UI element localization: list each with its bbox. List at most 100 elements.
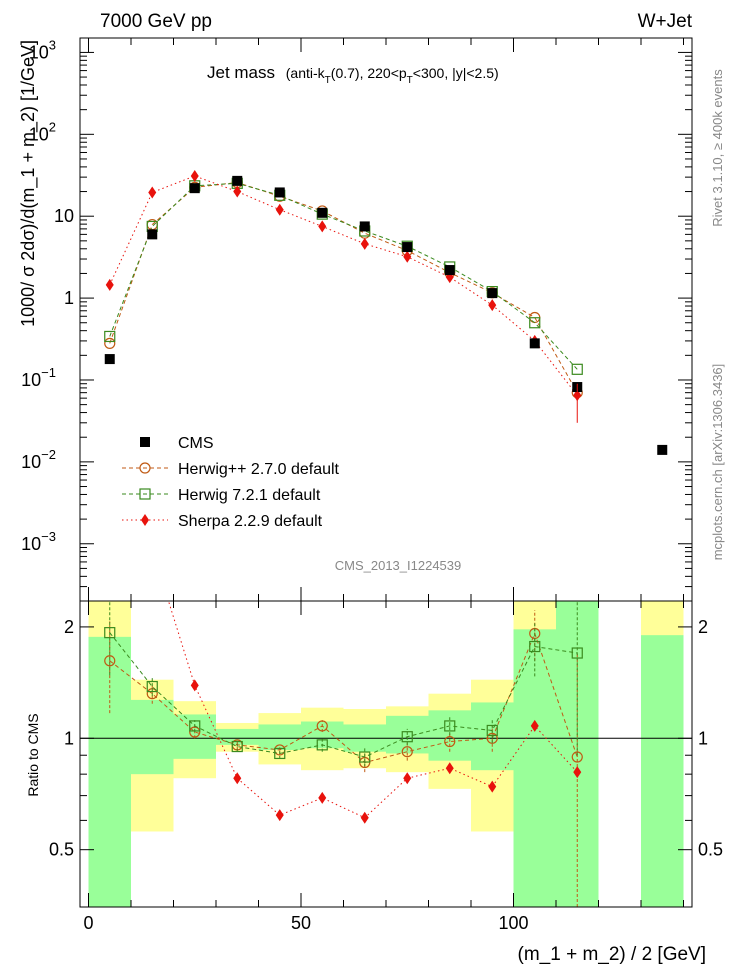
inner-band xyxy=(131,699,174,775)
y-tick-exponent: 3 xyxy=(49,37,56,52)
legend-marker xyxy=(139,488,151,500)
y-tick-label: 1 xyxy=(64,288,74,308)
data-point xyxy=(402,242,413,253)
legend-label: Herwig 7.2.1 default xyxy=(178,487,321,504)
header-left: 7000 GeV pp xyxy=(100,11,212,32)
ratio-y-axis-label: Ratio to CMS xyxy=(25,713,41,796)
ratio-plot-area xyxy=(80,601,692,907)
x-tick-label: 0 xyxy=(83,913,93,933)
ratio-point xyxy=(189,720,201,732)
ratio-point xyxy=(488,780,497,793)
y-tick-label: 10 xyxy=(54,206,74,226)
plot-title-detail-b: (0.7), 220<p xyxy=(331,65,407,81)
legend-label: Herwig++ 2.7.0 default xyxy=(178,461,340,478)
ratio-point xyxy=(316,720,328,732)
x-tick-label: 50 xyxy=(291,913,311,933)
watermark: CMS_2013_I1224539 xyxy=(335,558,462,573)
rivet-version: Rivet 3.1.10, ≥ 400k events xyxy=(710,69,725,227)
series-point xyxy=(403,250,412,263)
ratio-point xyxy=(573,766,582,779)
legend-marker xyxy=(139,462,151,474)
legend-label: Sherpa 2.2.9 default xyxy=(178,513,323,530)
data-point xyxy=(189,183,200,194)
series-point xyxy=(105,278,114,291)
series-point xyxy=(529,317,541,329)
main-frame xyxy=(79,37,693,602)
x-tick-label: 100 xyxy=(498,913,528,933)
ratio-point xyxy=(486,732,498,744)
ratio-point xyxy=(401,731,413,743)
ratio-point xyxy=(444,735,456,748)
data-point xyxy=(317,207,328,218)
ratio-tick-label: 1 xyxy=(64,728,74,748)
data-point xyxy=(147,229,158,240)
ratio-series xyxy=(104,601,583,907)
plot-title-main: Jet mass xyxy=(207,63,275,82)
series-point xyxy=(233,185,242,198)
data-point xyxy=(359,221,370,232)
ratio-tick-label: 0.5 xyxy=(49,840,74,860)
plot-title-sub1: T xyxy=(325,75,331,86)
x-axis-label: (m_1 + m_2) / 2 [GeV] xyxy=(518,944,707,965)
ratio-point xyxy=(486,724,498,737)
ratio-point xyxy=(104,655,116,667)
ratio-tick-label: 2 xyxy=(64,617,74,637)
y-tick-exponent: −2 xyxy=(41,447,56,462)
series-0 xyxy=(104,176,583,399)
inner-band xyxy=(258,724,301,750)
ratio-point xyxy=(571,751,583,763)
series-point xyxy=(571,363,583,375)
legend: CMS Herwig++ 2.7.0 default Herwig 7.2.1 de… xyxy=(122,435,340,530)
y-tick-label: 10−1 xyxy=(21,365,56,390)
ratio-axis-ticks: 0.5 0.5 1 1 2 2 0 50 100 xyxy=(49,601,723,933)
ratio-point xyxy=(275,809,284,822)
y-axis-label: 1000/ σ 2dσ)/d(m_1 + m_2) [1/GeV] xyxy=(18,40,39,327)
ratio-series-2 xyxy=(167,601,582,824)
series-1 xyxy=(104,177,583,375)
y-tick-label: 10−2 xyxy=(21,447,56,472)
data-series xyxy=(104,175,668,455)
series-point xyxy=(318,220,327,233)
ratio-point xyxy=(231,740,243,753)
ratio-point xyxy=(190,679,199,692)
series-line xyxy=(109,181,578,393)
data-point xyxy=(529,338,540,349)
ratio-tick-label-right: 1 xyxy=(698,728,708,748)
ratio-point xyxy=(360,811,369,824)
series-point xyxy=(104,330,116,343)
ratio-point xyxy=(529,640,541,653)
y-tick-label: 10−3 xyxy=(21,529,56,554)
ratio-tick-label-right: 2 xyxy=(698,617,708,637)
ratio-point xyxy=(104,627,116,639)
legend-marker xyxy=(141,514,149,526)
series-point xyxy=(190,169,199,182)
ratio-point xyxy=(146,680,158,693)
series-line xyxy=(109,182,578,370)
plot-frames xyxy=(79,37,693,908)
ratio-point xyxy=(233,772,242,785)
ratio-point xyxy=(359,751,371,763)
plot-title-sub2: T xyxy=(407,75,413,86)
plot-title-detail-c: <300, |y|<2.5) xyxy=(413,65,499,81)
ratio-series-1 xyxy=(104,601,583,767)
ratio-point xyxy=(274,747,286,760)
ratio-point xyxy=(530,719,539,732)
ratio-frame xyxy=(79,600,693,908)
series-point xyxy=(360,237,369,250)
data-point xyxy=(104,354,115,365)
ratio-point xyxy=(571,647,583,659)
ratio-point xyxy=(445,762,454,775)
inner-band xyxy=(641,635,684,907)
data-point xyxy=(444,265,455,276)
plot-title: Jet mass (anti-kT(0.7), 220<pT<300, |y|<… xyxy=(207,63,499,86)
data-point xyxy=(657,444,668,455)
series-line xyxy=(109,175,578,396)
series-point xyxy=(148,186,157,199)
series-point xyxy=(488,299,497,312)
legend-marker xyxy=(140,437,150,447)
series-point xyxy=(104,337,116,349)
legend-label: CMS xyxy=(178,435,214,452)
ratio-point xyxy=(316,739,328,751)
